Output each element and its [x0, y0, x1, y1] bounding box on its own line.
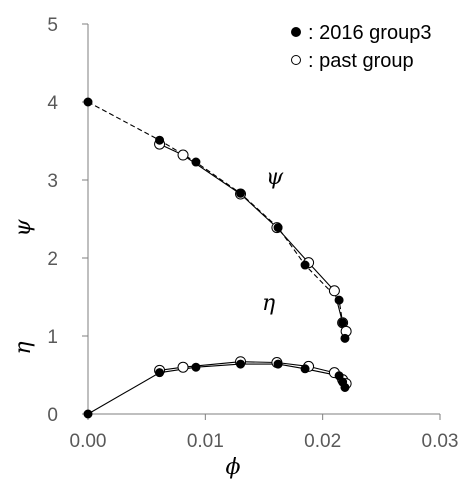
x-tick-label: 0.03 [422, 431, 459, 452]
series-0-psi-point [191, 157, 201, 167]
series-1-psi-line [159, 143, 347, 332]
series-0-psi-point [236, 188, 246, 198]
legend-label-1: : past group [308, 50, 414, 72]
series-0-eta-point [83, 409, 93, 419]
series-1-eta-point [177, 361, 189, 373]
y-tick-label: 4 [47, 93, 58, 114]
annotation-eta: η [262, 291, 275, 316]
y-tick-label: 1 [47, 327, 58, 348]
axes: 0 1 2 3 4 5 0.00 0.01 0.02 0.03 [47, 15, 458, 452]
series-0-eta-point [236, 359, 246, 369]
series-0-eta-point [300, 364, 310, 374]
series-0-psi-point [273, 223, 283, 233]
legend-label-0: : 2016 group3 [308, 22, 431, 44]
annotation-psi: ψ [266, 165, 284, 190]
series-0-eta-point [340, 382, 350, 392]
series-0-psi-line [87, 101, 346, 339]
series-points [83, 97, 352, 419]
y-tick-label: 0 [47, 405, 58, 426]
x-tick-label: 0.02 [304, 431, 341, 452]
series-0-eta-point [155, 368, 165, 378]
series-0-psi-point [334, 295, 344, 305]
x-tick-label: 0.00 [70, 431, 107, 452]
x-tick-label: 0.01 [187, 431, 224, 452]
series-0-psi-point [338, 318, 348, 328]
legend-marker-0 [291, 27, 301, 37]
series-0-psi-point [340, 333, 350, 343]
y-axis-label-psi: ψ [11, 219, 36, 237]
y-tick-label: 5 [47, 15, 58, 36]
series-0-psi-point [83, 97, 93, 107]
y-tick-label: 3 [47, 171, 58, 192]
y-tick-label: 2 [47, 249, 58, 270]
series-0-eta-point [273, 359, 283, 369]
series-1-psi-point [177, 149, 189, 161]
series-0-psi-point [300, 260, 310, 270]
series-1-psi-point [328, 285, 340, 297]
series-0-psi-point [155, 135, 165, 145]
legend: : 2016 group3 : past group [291, 22, 431, 72]
series-0-eta-point [191, 362, 201, 372]
y-axis-label-eta: η [11, 341, 36, 354]
legend-marker-1 [291, 55, 301, 65]
x-axis-label: ϕ [226, 455, 241, 480]
